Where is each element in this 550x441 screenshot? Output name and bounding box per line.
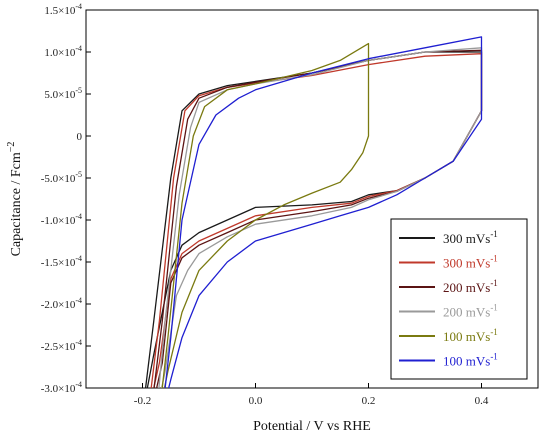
y-tick-exponent: -4 (75, 338, 82, 347)
y-tick-label: 1.5×10-4 (44, 2, 82, 17)
legend-box (390, 218, 528, 380)
y-tick-mantissa: -2.5×10 (41, 341, 76, 353)
y-tick-exponent: -4 (75, 254, 82, 263)
x-axis-ticks: -0.2 0.0 0.2 0.4 (134, 383, 489, 407)
y-tick-exponent: -4 (75, 44, 82, 53)
x-tick-label: 0.0 (249, 395, 263, 407)
legend-label: 100 mVs-1 (443, 327, 498, 344)
legend-label-text: 300 mVs (443, 231, 490, 246)
legend-label-sup: -1 (490, 229, 498, 239)
legend-label-text: 100 mVs (443, 354, 490, 369)
y-tick-mantissa: -1.5×10 (41, 257, 76, 269)
y-tick-label: -1.5×10-4 (41, 254, 82, 269)
y-tick-exponent: -5 (75, 170, 82, 179)
y-tick-mantissa: -1.0×10 (41, 215, 76, 227)
y-tick-label: -3.0×10-4 (41, 380, 82, 395)
series-layer (144, 36, 483, 388)
y-tick-mantissa: 1.0×10 (44, 47, 75, 59)
x-tick-label: 0.2 (362, 395, 376, 407)
y-axis-ticks: 1.5×10-41.0×10-45.0×10-50-5.0×10-5-1.0×1… (41, 2, 91, 395)
legend-label-sup: -1 (490, 303, 498, 313)
legend-label-sup: -1 (490, 254, 498, 264)
legend-label-text: 200 mVs (443, 280, 490, 295)
legend-label-text: 300 mVs (443, 256, 490, 271)
y-tick-exponent: -4 (75, 212, 82, 221)
x-tick-label: 0.4 (475, 395, 489, 407)
legend-label-sup: -1 (490, 278, 498, 288)
y-tick-label: -2.5×10-4 (41, 338, 82, 353)
y-tick-mantissa: -5.0×10 (41, 173, 76, 185)
series-line-5 (161, 42, 370, 388)
y-tick-exponent: -5 (75, 86, 82, 95)
y-tick-label: 5.0×10-5 (44, 86, 82, 101)
y-tick-label: 1.0×10-4 (44, 44, 82, 59)
y-tick-mantissa: -2.0×10 (41, 299, 76, 311)
x-tick-label: -0.2 (134, 395, 151, 407)
y-tick-label: -5.0×10-5 (41, 170, 82, 185)
y-tick-exponent: -4 (75, 2, 82, 11)
plot-frame (85, 9, 539, 389)
y-tick-mantissa: 0 (77, 131, 83, 143)
x-axis-title: Potential / V vs RHE (253, 419, 371, 434)
legend-label: 200 mVs-1 (443, 278, 498, 295)
legend-label-sup: -1 (490, 352, 498, 362)
series-line-6 (164, 36, 483, 388)
legend-label: 100 mVs-1 (443, 352, 498, 369)
legend-label: 300 mVs-1 (443, 254, 498, 271)
y-tick-mantissa: 1.5×10 (44, 5, 75, 17)
legend-label: 300 mVs-1 (443, 229, 498, 246)
y-tick-mantissa: -3.0×10 (41, 383, 76, 395)
legend-label-text: 100 mVs (443, 329, 490, 344)
y-tick-mantissa: 5.0×10 (44, 89, 75, 101)
y-tick-label: -1.0×10-4 (41, 212, 82, 227)
y-tick-label: -2.0×10-4 (41, 296, 82, 311)
y-tick-label: 0 (77, 131, 83, 143)
legend-label: 200 mVs-1 (443, 303, 498, 320)
y-axis-title-sup: −2 (6, 142, 17, 153)
y-axis-title-main: Capacitance / Fcm (9, 152, 24, 256)
y-axis-title: Capacitance / Fcm−2 (6, 142, 24, 257)
legend-label-sup: -1 (490, 327, 498, 337)
y-tick-exponent: -4 (75, 296, 82, 305)
legend-label-text: 200 mVs (443, 305, 490, 320)
y-tick-exponent: -4 (75, 380, 82, 389)
